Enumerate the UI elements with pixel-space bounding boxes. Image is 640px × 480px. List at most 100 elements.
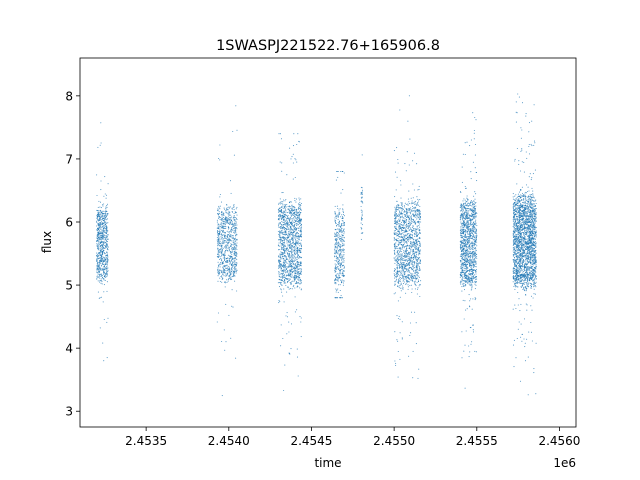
data-point (106, 258, 108, 260)
data-point (339, 208, 341, 210)
data-point (394, 171, 397, 173)
data-point (395, 362, 397, 364)
data-point (292, 251, 294, 253)
data-point (339, 249, 341, 251)
data-point (291, 221, 293, 223)
data-point (283, 268, 285, 270)
data-point (235, 247, 237, 249)
data-point (398, 233, 400, 236)
data-point (297, 255, 299, 257)
data-point (393, 270, 395, 272)
data-point (401, 246, 403, 248)
data-point (102, 228, 104, 230)
data-point (298, 272, 301, 275)
data-point (235, 267, 237, 269)
data-point (403, 255, 405, 257)
data-point (218, 254, 220, 256)
data-point (100, 219, 102, 221)
data-point (418, 258, 420, 260)
data-point (279, 242, 281, 244)
data-point (279, 273, 281, 276)
data-point (99, 217, 101, 220)
data-point (300, 209, 302, 211)
data-point (293, 252, 296, 254)
data-point (219, 225, 221, 227)
data-point (394, 258, 396, 260)
data-point (403, 223, 405, 225)
data-point (98, 257, 100, 259)
data-point (336, 256, 338, 258)
data-point (219, 240, 221, 242)
data-point (228, 207, 230, 209)
data-point (222, 253, 224, 255)
data-point (464, 153, 466, 156)
data-point (413, 216, 415, 218)
data-point (227, 226, 229, 228)
data-point (414, 222, 417, 224)
data-point (216, 236, 218, 238)
data-point (234, 269, 236, 271)
data-point (402, 237, 404, 239)
data-point (412, 227, 414, 229)
data-point (361, 215, 363, 217)
data-point (342, 248, 344, 250)
data-point (291, 244, 293, 247)
data-point (396, 240, 398, 242)
data-point (398, 218, 400, 220)
data-point (225, 247, 227, 250)
data-point (282, 337, 284, 340)
data-point (224, 222, 226, 224)
data-point (411, 249, 413, 251)
data-point (102, 234, 104, 236)
data-point (418, 214, 420, 216)
data-point (106, 227, 108, 229)
data-point (297, 215, 299, 217)
data-point (395, 255, 398, 257)
data-point (461, 286, 463, 288)
data-point (419, 269, 421, 271)
data-point (342, 212, 345, 214)
data-point (218, 256, 220, 259)
data-point (217, 209, 219, 211)
data-point (293, 255, 295, 257)
data-point (101, 226, 103, 229)
data-point (107, 317, 109, 319)
data-point (293, 219, 295, 221)
data-point (419, 217, 421, 219)
data-point (280, 248, 282, 251)
data-point (294, 230, 296, 233)
data-point (407, 120, 409, 122)
data-point (278, 266, 280, 268)
data-point (396, 176, 398, 178)
data-point (232, 223, 234, 225)
data-point (409, 267, 411, 269)
data-point (299, 225, 301, 228)
data-point (336, 297, 338, 299)
data-point (336, 267, 338, 269)
data-point (280, 260, 282, 263)
data-point (219, 205, 221, 207)
data-point (294, 246, 296, 248)
data-point (97, 227, 99, 229)
data-point (412, 208, 414, 210)
data-point (417, 287, 419, 289)
data-point (288, 217, 290, 219)
data-point (299, 208, 302, 210)
data-point (300, 224, 302, 226)
data-point (230, 231, 232, 233)
data-point (235, 105, 237, 107)
data-point (285, 269, 288, 271)
data-point (228, 249, 230, 251)
data-point (405, 292, 407, 294)
data-point (221, 250, 223, 252)
data-point (338, 250, 340, 252)
data-point (225, 217, 227, 219)
data-point (102, 223, 104, 226)
data-point (106, 281, 108, 283)
data-point (409, 249, 411, 251)
data-point (470, 289, 472, 291)
data-point (294, 216, 296, 218)
data-point (416, 232, 418, 234)
data-point (397, 340, 399, 342)
data-point (414, 242, 416, 244)
